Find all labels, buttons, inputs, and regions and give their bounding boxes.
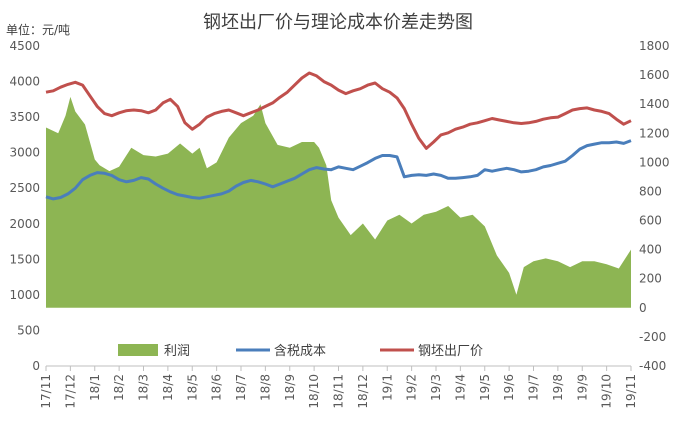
right-axis-tick-label: 1400	[639, 97, 670, 111]
price-line	[45, 71, 632, 150]
x-axis-tick-label: 19/1	[380, 374, 394, 401]
right-axis-tick-label: 0	[639, 301, 647, 315]
legend-price-label: 钢坯出厂价	[418, 344, 483, 359]
left-axis-tick-label: 1000	[9, 288, 40, 302]
x-axis-tick-label: 18/1	[88, 374, 102, 401]
left-axis-tick-label: 500	[17, 323, 40, 337]
right-axis-tick-label: 400	[639, 243, 662, 257]
left-axis-tick-label: 3000	[9, 146, 40, 160]
left-axis-tick-label: 0	[32, 359, 40, 373]
right-axis-tick-label: 600	[639, 214, 662, 228]
legend-profit-label: 利润	[164, 344, 190, 359]
x-axis-tick-label: 19/10	[600, 374, 614, 409]
right-axis-tick-label: 1200	[639, 126, 670, 140]
right-axis-tick-label: 800	[639, 184, 662, 198]
x-axis-tick-label: 17/12	[63, 374, 77, 409]
left-axis-tick-label: 2500	[9, 181, 40, 195]
x-axis-tick-label: 17/11	[39, 374, 53, 409]
axes: 050010001500200025003000350040004500-400…	[9, 39, 669, 409]
x-axis-tick-label: 19/8	[551, 374, 565, 401]
right-axis-tick-label: 200	[639, 272, 662, 286]
x-axis-tick-label: 18/5	[185, 374, 199, 401]
x-axis-tick-label: 18/6	[210, 374, 224, 401]
x-axis-tick-label: 19/11	[624, 374, 638, 409]
left-axis-tick-label: 1500	[9, 252, 40, 266]
right-axis-tick-label: -400	[639, 359, 666, 373]
x-axis-tick-label: 18/9	[283, 374, 297, 401]
x-axis-tick-label: 19/7	[527, 374, 541, 401]
x-axis-tick-label: 18/4	[161, 374, 175, 401]
x-axis-tick-label: 19/5	[478, 374, 492, 401]
right-axis-tick-label: 1800	[639, 39, 670, 53]
x-axis-tick-label: 19/9	[575, 374, 589, 401]
x-axis-tick-label: 19/3	[429, 374, 443, 401]
right-axis-tick-label: 1000	[639, 155, 670, 169]
x-axis-tick-label: 19/2	[405, 374, 419, 401]
x-axis-tick-label: 18/12	[356, 374, 370, 409]
left-axis-tick-label: 3500	[9, 110, 40, 124]
unit-label: 单位：元/吨	[6, 22, 70, 37]
right-axis-tick-label: -200	[639, 330, 666, 344]
left-axis-tick-label: 4000	[9, 75, 40, 89]
x-axis-tick-label: 18/7	[234, 374, 248, 401]
legend: 利润 含税成本 钢坯出厂价	[118, 343, 483, 359]
legend-cost-label: 含税成本	[274, 343, 326, 359]
x-axis-tick-label: 18/3	[137, 374, 151, 401]
left-axis-tick-label: 4500	[9, 39, 40, 53]
x-axis-tick-label: 18/2	[112, 374, 126, 401]
profit-area	[46, 96, 631, 308]
x-axis-tick-label: 19/6	[502, 374, 516, 401]
legend-profit-swatch	[118, 344, 158, 356]
chart-title: 钢坯出厂价与理论成本价差走势图	[203, 12, 473, 33]
x-axis-tick-label: 18/8	[258, 374, 272, 401]
plot-area	[45, 71, 632, 308]
x-axis-tick-label: 19/4	[453, 374, 467, 401]
x-axis-tick-label: 18/11	[332, 374, 346, 409]
cost-line	[45, 139, 632, 201]
x-axis-tick-label: 18/10	[307, 374, 321, 409]
right-axis-tick-label: 1600	[639, 68, 670, 82]
left-axis-tick-label: 2000	[9, 217, 40, 231]
